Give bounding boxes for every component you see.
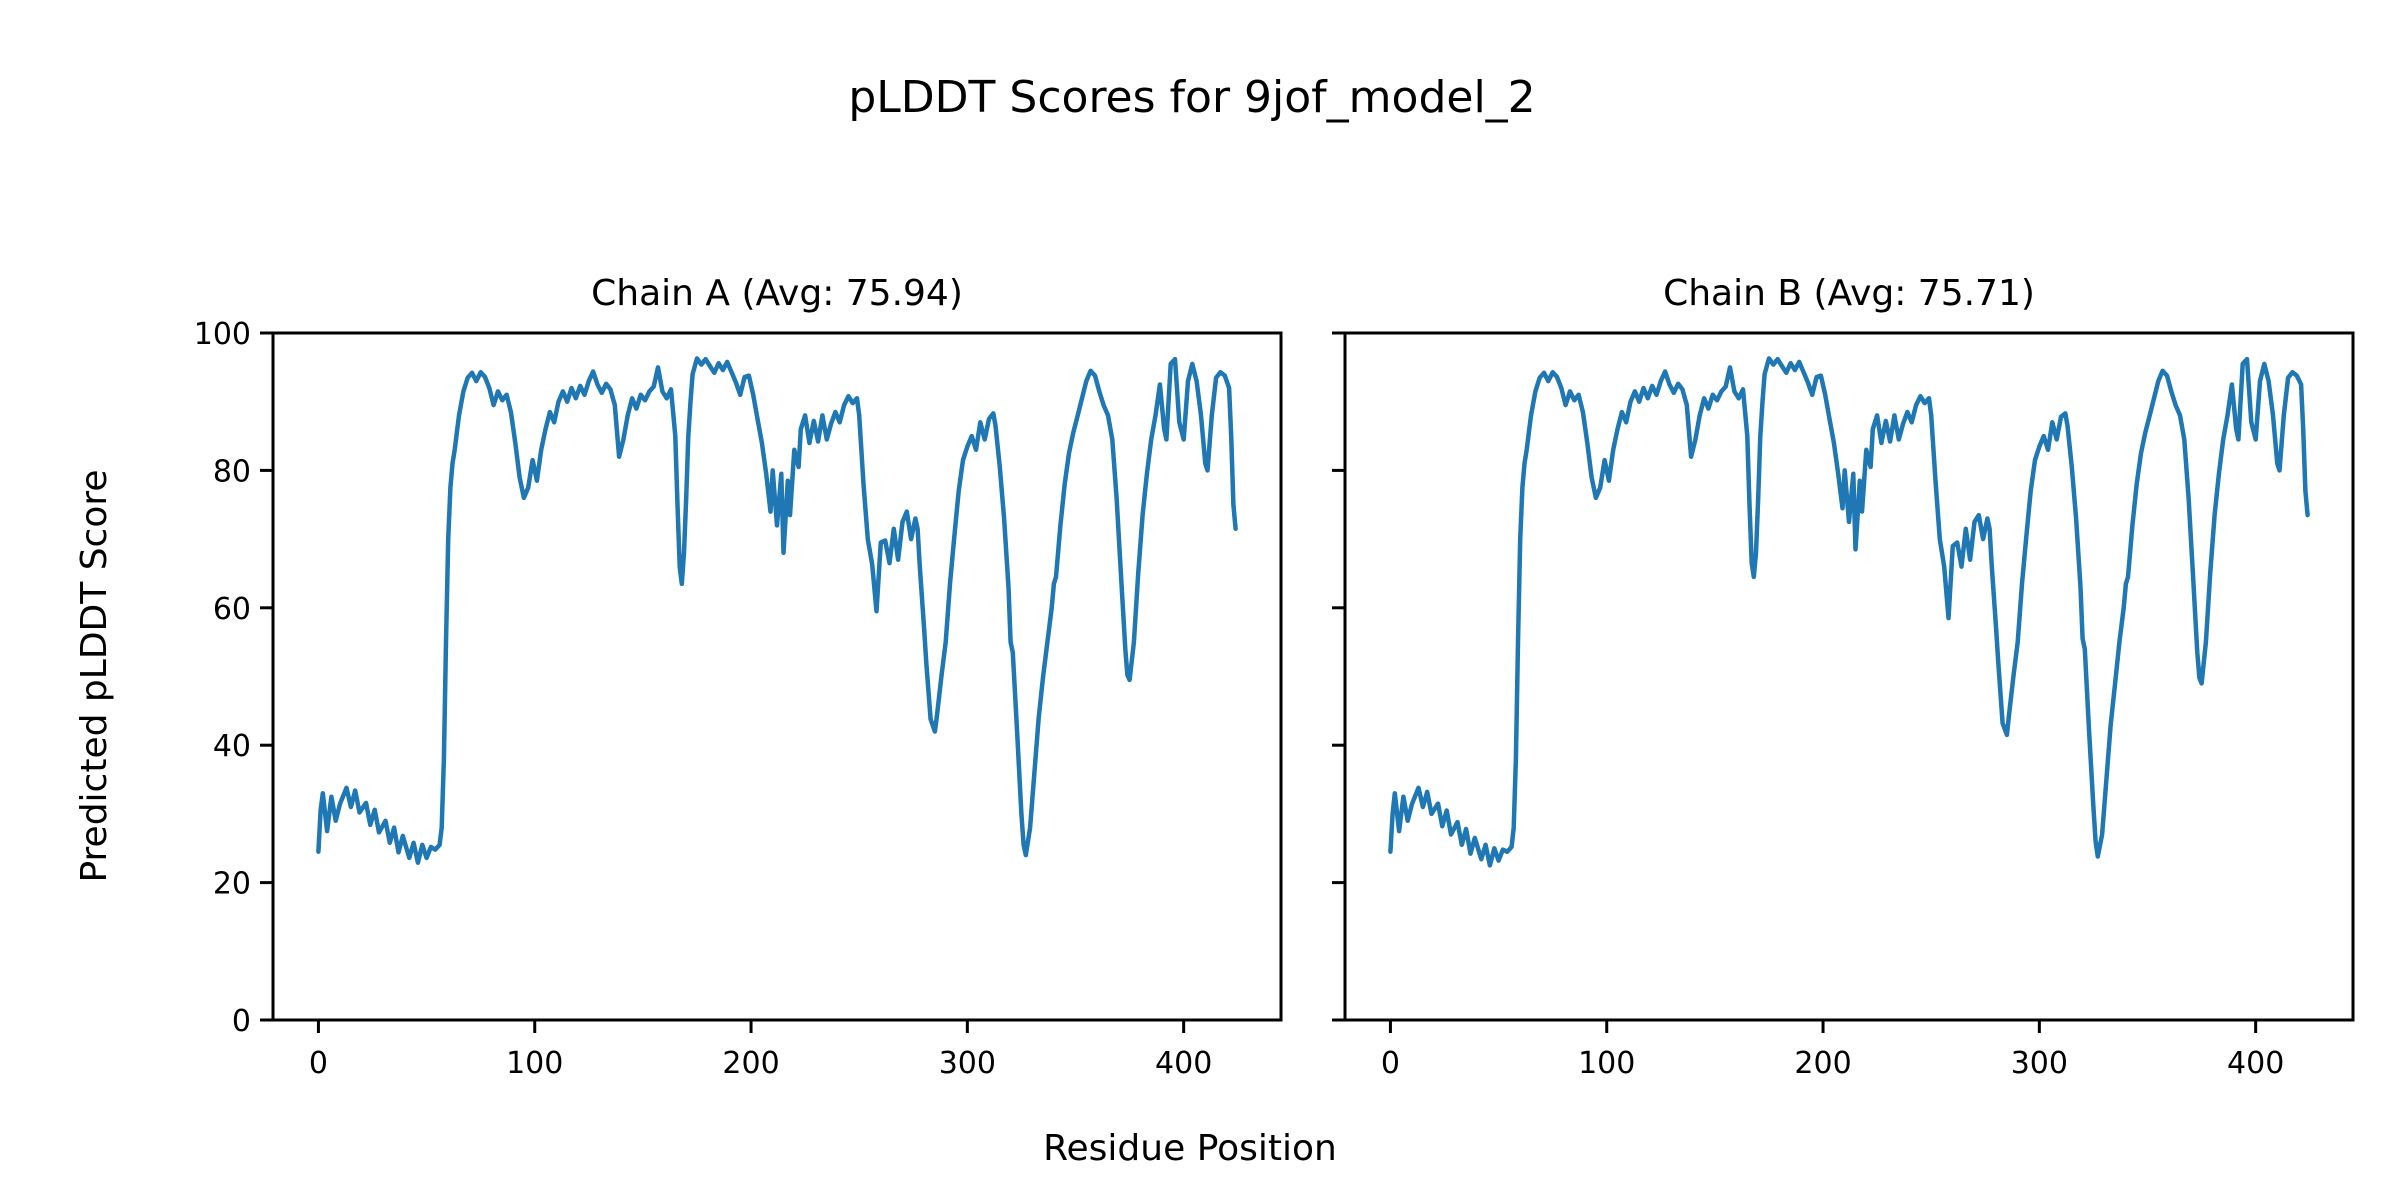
x-tick-label: 400 [2227,1046,2284,1081]
y-tick-label: 100 [194,317,251,352]
axes-frame [271,331,1283,1022]
x-tick-label: 300 [939,1046,996,1081]
subplot-chain-a: 0 100 200 300 400 0 20 40 60 80 100 [194,317,1283,1081]
subplot-b-title: Chain B (Avg: 75.71) [1663,273,2035,314]
x-tick-label: 100 [506,1046,563,1081]
x-tick-label: 0 [309,1046,328,1081]
y-tick-label: 20 [213,867,251,902]
y-tick-label: 80 [213,454,251,489]
subplot-a-title: Chain A (Avg: 75.94) [591,273,963,314]
x-axis-label: Residue Position [1043,1128,1337,1169]
x-tick-label: 200 [722,1046,779,1081]
plddt-line [316,356,1238,865]
y-axis-label: Predicted pLDDT Score [74,469,115,882]
x-tick-label: 200 [1794,1046,1851,1081]
y-tick-label: 60 [213,592,251,627]
x-tick-label: 0 [1381,1046,1400,1081]
axes-frame [1343,331,2355,1022]
y-tick-label: 0 [232,1004,251,1039]
plddt-line [1388,356,2310,868]
figure-title: pLDDT Scores for 9jof_model_2 [848,72,1535,123]
y-tick-label: 40 [213,729,251,764]
subplot-chain-b: 0 100 200 300 400 [1332,331,2355,1081]
x-tick-label: 100 [1578,1046,1635,1081]
x-tick-label: 300 [2011,1046,2068,1081]
x-tick-label: 400 [1155,1046,1212,1081]
